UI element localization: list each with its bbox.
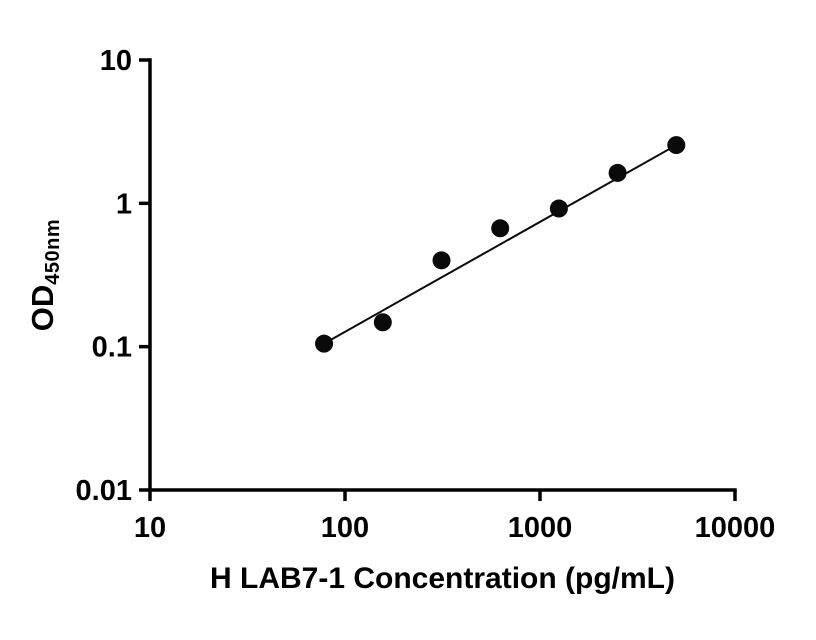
- x-tick-label: 10000: [695, 512, 776, 544]
- y-tick-label: 0.1: [92, 332, 132, 364]
- x-tick-label: 1000: [508, 512, 573, 544]
- data-point: [549, 199, 568, 218]
- data-point: [491, 219, 510, 238]
- y-axis-title-subscript: 450nm: [42, 218, 64, 285]
- data-point: [608, 163, 627, 182]
- y-axis-title: OD450nm: [24, 195, 64, 355]
- x-tick-label: 100: [321, 512, 369, 544]
- x-tick-label: 10: [134, 512, 166, 544]
- x-axis-title: H LAB7-1 Concentration (pg/mL): [210, 562, 675, 595]
- data-point: [432, 251, 451, 270]
- data-point: [315, 334, 334, 353]
- data-point: [667, 136, 686, 155]
- y-axis-title-base: OD: [25, 284, 60, 332]
- data-point: [373, 313, 392, 332]
- y-tick-label: 1: [116, 188, 132, 220]
- y-tick-label: 0.01: [76, 475, 132, 507]
- y-tick-label: 10: [100, 45, 132, 77]
